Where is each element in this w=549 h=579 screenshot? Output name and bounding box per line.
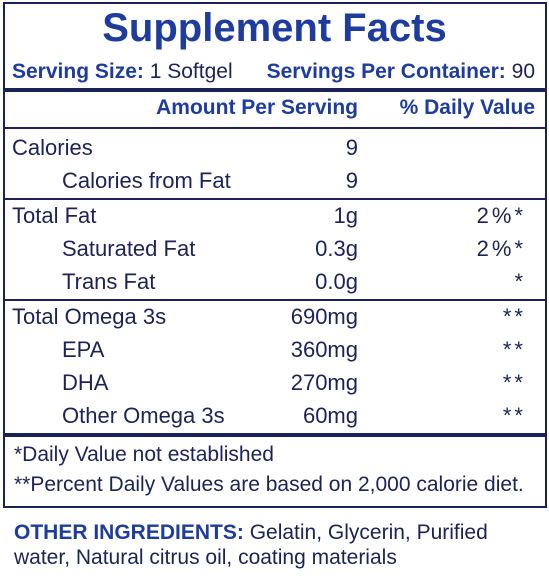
divider xyxy=(5,127,545,129)
daily-value: 2%* xyxy=(476,203,526,228)
serving-size-value: 1 Softgel xyxy=(149,60,233,83)
serving-size: Serving Size: 1 Softgel xyxy=(12,61,233,82)
title: Supplement Facts xyxy=(102,6,447,50)
divider xyxy=(5,299,545,301)
servings-per-container: Servings Per Container: 90 xyxy=(267,61,535,82)
nutrient-label: Saturated Fat xyxy=(62,236,196,261)
daily-value: ** xyxy=(502,403,526,428)
daily-value: 2%* xyxy=(476,236,526,261)
amount-header: Amount Per Serving xyxy=(156,96,358,119)
nutrient-amount: 270mg xyxy=(290,370,358,395)
divider xyxy=(5,88,545,92)
nutrient-label: Calories from Fat xyxy=(62,168,231,193)
nutrient-label: EPA xyxy=(62,337,105,362)
servings-label: Servings Per Container: xyxy=(266,60,506,83)
nutrient-label: Trans Fat xyxy=(62,269,156,294)
dv-header: % Daily Value xyxy=(399,96,535,119)
other-ingredients: OTHER INGREDIENTS: Gelatin, Glycerin, Pu… xyxy=(14,520,539,570)
nutrient-label: Total Fat xyxy=(12,203,97,228)
nutrient-amount: 0.0g xyxy=(315,269,358,294)
facts-box xyxy=(3,2,547,508)
divider xyxy=(5,433,545,437)
footnote: *Daily Value not established xyxy=(14,443,274,466)
nutrient-label: DHA xyxy=(62,370,109,395)
nutrient-amount: 360mg xyxy=(290,337,358,362)
divider xyxy=(5,198,545,200)
nutrient-amount: 1g xyxy=(333,203,358,228)
nutrient-amount: 690mg xyxy=(290,304,358,329)
daily-value: ** xyxy=(502,337,526,362)
daily-value: ** xyxy=(502,304,526,329)
nutrient-amount: 9 xyxy=(345,168,358,193)
nutrient-amount: 9 xyxy=(345,135,358,160)
nutrient-label: Calories xyxy=(12,135,93,160)
nutrient-label: Total Omega 3s xyxy=(12,304,167,329)
daily-value: * xyxy=(514,269,526,294)
nutrient-label: Other Omega 3s xyxy=(62,403,225,428)
daily-value: ** xyxy=(502,370,526,395)
other-ingredients-label: OTHER INGREDIENTS: xyxy=(14,521,244,544)
serving-size-label: Serving Size: xyxy=(12,60,144,83)
nutrient-amount: 60mg xyxy=(302,403,358,428)
nutrient-amount: 0.3g xyxy=(315,236,358,261)
footnote: **Percent Daily Values are based on 2,00… xyxy=(14,473,524,496)
other-ingredients-text: Gelatin, Glycerin, Purified water, Natur… xyxy=(14,521,488,569)
servings-value: 90 xyxy=(511,60,535,83)
